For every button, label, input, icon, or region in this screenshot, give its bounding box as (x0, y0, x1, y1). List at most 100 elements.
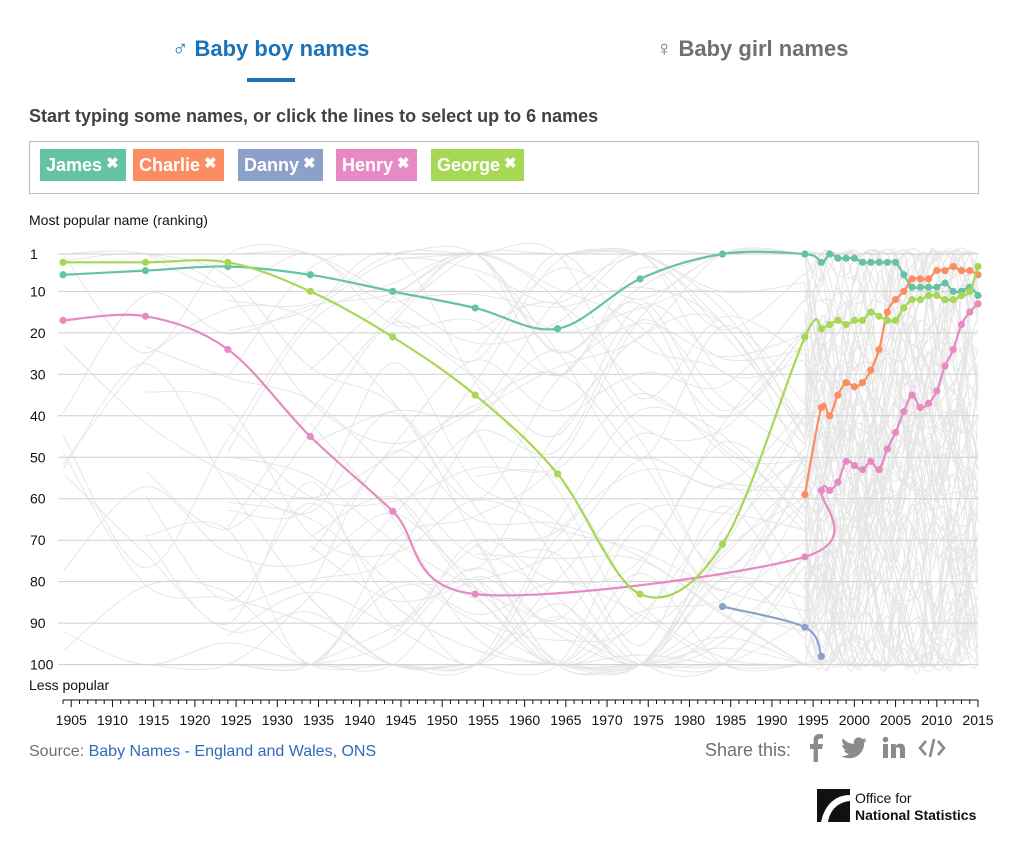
data-point[interactable] (817, 325, 825, 333)
name-chip-james[interactable]: James ✖ (40, 149, 126, 181)
data-point[interactable] (908, 296, 916, 304)
data-point[interactable] (826, 250, 834, 258)
data-point[interactable] (883, 316, 891, 324)
data-point[interactable] (850, 254, 858, 262)
data-point[interactable] (908, 391, 916, 399)
data-point[interactable] (141, 267, 150, 275)
data-point[interactable] (718, 250, 727, 258)
data-point[interactable] (941, 279, 949, 287)
data-point[interactable] (966, 308, 974, 316)
data-point[interactable] (966, 287, 974, 295)
data-point[interactable] (867, 308, 875, 316)
data-point[interactable] (850, 461, 858, 470)
data-point[interactable] (834, 391, 842, 399)
data-point[interactable] (389, 507, 397, 515)
data-point[interactable] (858, 316, 867, 324)
data-point[interactable] (891, 316, 900, 324)
data-point[interactable] (471, 391, 479, 399)
data-point[interactable] (941, 362, 949, 370)
data-point[interactable] (974, 291, 982, 300)
data-point[interactable] (908, 275, 916, 283)
data-point[interactable] (941, 267, 949, 275)
series-charlie[interactable] (801, 262, 982, 499)
name-chip-george[interactable]: George ✖ (431, 149, 524, 181)
data-point[interactable] (924, 291, 933, 300)
source-link[interactable]: Baby Names - England and Wales, ONS (88, 743, 377, 760)
data-point[interactable] (826, 412, 834, 420)
name-search-input[interactable]: James ✖ Charlie ✖ Danny ✖ Henry ✖ George ✖ (29, 141, 979, 194)
name-chip-charlie[interactable]: Charlie ✖ (133, 149, 224, 181)
data-point[interactable] (801, 553, 809, 561)
data-point[interactable] (916, 403, 924, 412)
data-point[interactable] (916, 283, 924, 291)
data-point[interactable] (389, 287, 397, 295)
data-point[interactable] (141, 312, 150, 320)
data-point[interactable] (59, 258, 67, 266)
data-point[interactable] (900, 304, 908, 312)
tab-baby-boy-names[interactable]: ♂ Baby boy names (172, 36, 369, 62)
series-george[interactable] (59, 258, 982, 599)
data-point[interactable] (842, 457, 850, 466)
series-lines[interactable] (59, 250, 982, 660)
data-point[interactable] (842, 320, 850, 329)
data-point[interactable] (900, 287, 908, 295)
data-point[interactable] (908, 283, 916, 291)
data-point[interactable] (875, 258, 883, 266)
data-point[interactable] (817, 652, 825, 660)
data-point[interactable] (883, 445, 891, 453)
data-point[interactable] (801, 490, 809, 499)
data-point[interactable] (933, 283, 941, 291)
data-point[interactable] (306, 432, 314, 441)
data-point[interactable] (949, 345, 957, 354)
data-point[interactable] (957, 267, 966, 275)
data-point[interactable] (924, 399, 933, 407)
data-point[interactable] (834, 316, 842, 324)
name-chip-danny[interactable]: Danny ✖ (238, 149, 323, 181)
remove-icon[interactable]: ✖ (303, 155, 316, 172)
data-point[interactable] (924, 283, 933, 291)
series-henry[interactable] (59, 300, 982, 598)
data-point[interactable] (916, 296, 924, 304)
data-point[interactable] (924, 275, 933, 283)
data-point[interactable] (224, 258, 232, 266)
data-point[interactable] (957, 291, 966, 300)
remove-icon[interactable]: ✖ (106, 155, 119, 172)
data-point[interactable] (883, 258, 891, 266)
name-chip-henry[interactable]: Henry ✖ (336, 149, 417, 181)
remove-icon[interactable]: ✖ (504, 155, 517, 172)
twitter-icon[interactable] (840, 734, 868, 764)
data-point[interactable] (949, 296, 957, 304)
data-point[interactable] (817, 486, 825, 495)
data-point[interactable] (858, 466, 867, 474)
data-point[interactable] (801, 623, 809, 631)
data-point[interactable] (141, 258, 150, 266)
data-point[interactable] (553, 325, 562, 333)
data-point[interactable] (471, 590, 479, 598)
data-point[interactable] (834, 254, 842, 262)
data-point[interactable] (867, 258, 875, 266)
data-point[interactable] (867, 366, 875, 374)
data-point[interactable] (471, 304, 479, 312)
data-point[interactable] (900, 408, 908, 416)
data-point[interactable] (916, 275, 924, 283)
data-point[interactable] (389, 333, 397, 341)
data-point[interactable] (891, 258, 900, 266)
data-point[interactable] (974, 262, 982, 271)
series-james[interactable] (59, 250, 982, 333)
data-point[interactable] (59, 316, 67, 324)
data-point[interactable] (817, 258, 825, 266)
data-point[interactable] (974, 300, 982, 308)
data-point[interactable] (553, 470, 562, 478)
data-point[interactable] (718, 602, 727, 611)
data-point[interactable] (850, 383, 858, 391)
data-point[interactable] (306, 287, 314, 295)
data-point[interactable] (966, 267, 974, 275)
data-point[interactable] (636, 590, 644, 598)
data-point[interactable] (933, 387, 941, 395)
data-point[interactable] (933, 267, 941, 275)
data-point[interactable] (826, 320, 834, 329)
data-point[interactable] (826, 486, 834, 495)
data-point[interactable] (875, 312, 883, 320)
data-point[interactable] (858, 378, 867, 387)
data-point[interactable] (949, 287, 957, 295)
